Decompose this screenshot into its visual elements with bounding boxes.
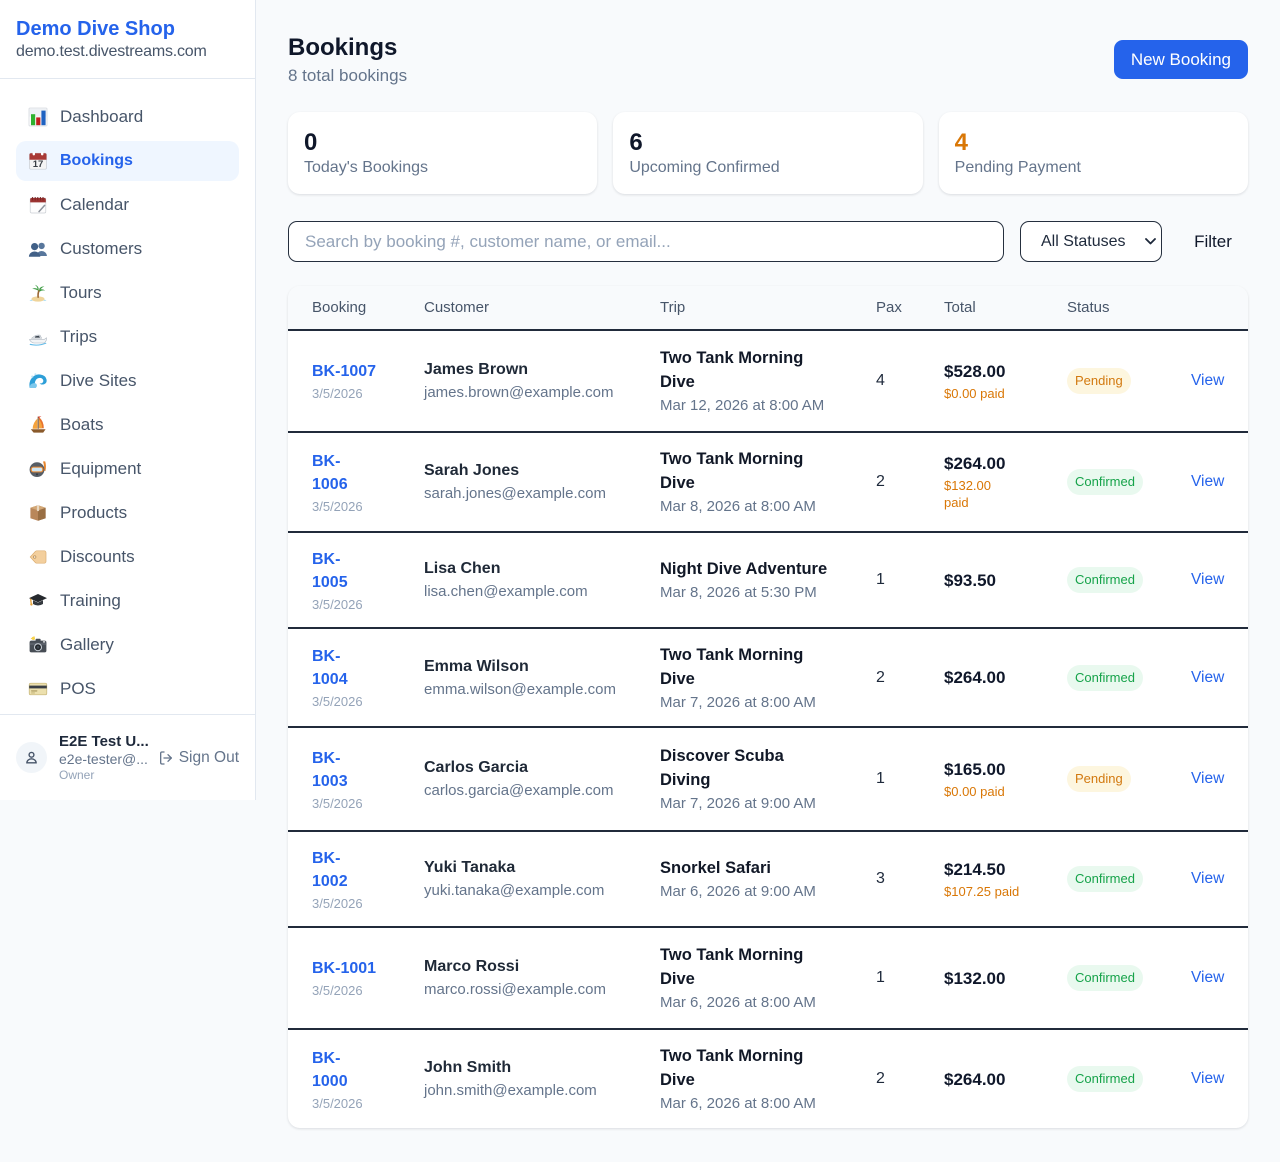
- svg-text:17: 17: [33, 159, 44, 170]
